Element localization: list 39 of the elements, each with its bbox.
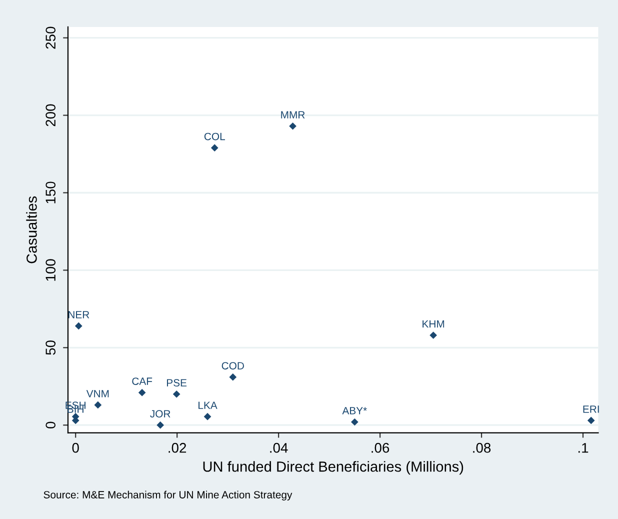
point [204, 412, 212, 420]
annotation: COD [222, 362, 244, 370]
point [172, 390, 180, 398]
point [156, 421, 164, 429]
annotation: PSE [167, 379, 187, 387]
y-tick-label: 250 [46, 26, 56, 49]
annotation: ERI [583, 406, 599, 413]
y-tick-label: 200 [46, 104, 56, 126]
annotation: VNM [86, 390, 109, 398]
x-tick-label: .06 [372, 442, 390, 453]
annotation: NER [68, 311, 90, 318]
point [74, 322, 82, 330]
x-tick-label: .02 [168, 442, 186, 453]
y-tick-label: 0 [46, 422, 56, 428]
y-tick-label: 150 [46, 182, 56, 204]
x-tick-label: 0 [72, 442, 79, 453]
x-tick-label: .1 [578, 443, 588, 453]
point [94, 401, 102, 409]
x-tick-label: .04 [270, 442, 288, 453]
point [138, 388, 146, 396]
y-tick-label: 100 [46, 259, 56, 281]
point [210, 144, 218, 152]
point [289, 122, 296, 130]
y-axis-title: Casualties [26, 196, 37, 264]
annotation: ABY* [342, 407, 367, 414]
annotation: COL [204, 132, 225, 140]
point [587, 416, 595, 424]
annotation: MMR [281, 111, 305, 118]
point [350, 418, 358, 426]
annotation: LKA [198, 402, 218, 409]
annotation: KHM [422, 320, 444, 328]
x-tick-label: .08 [473, 442, 491, 453]
y-tick-label: 50 [46, 340, 56, 355]
x-axis-title: UN funded Direct Beneficiaries (Millions) [203, 461, 464, 475]
annotation: CAF [132, 378, 152, 385]
point [430, 332, 437, 339]
point [229, 373, 237, 381]
source-note: Source: M&E Mechanism for UN Mine Action Strategy [44, 490, 292, 500]
annotation: JOR [150, 410, 170, 418]
